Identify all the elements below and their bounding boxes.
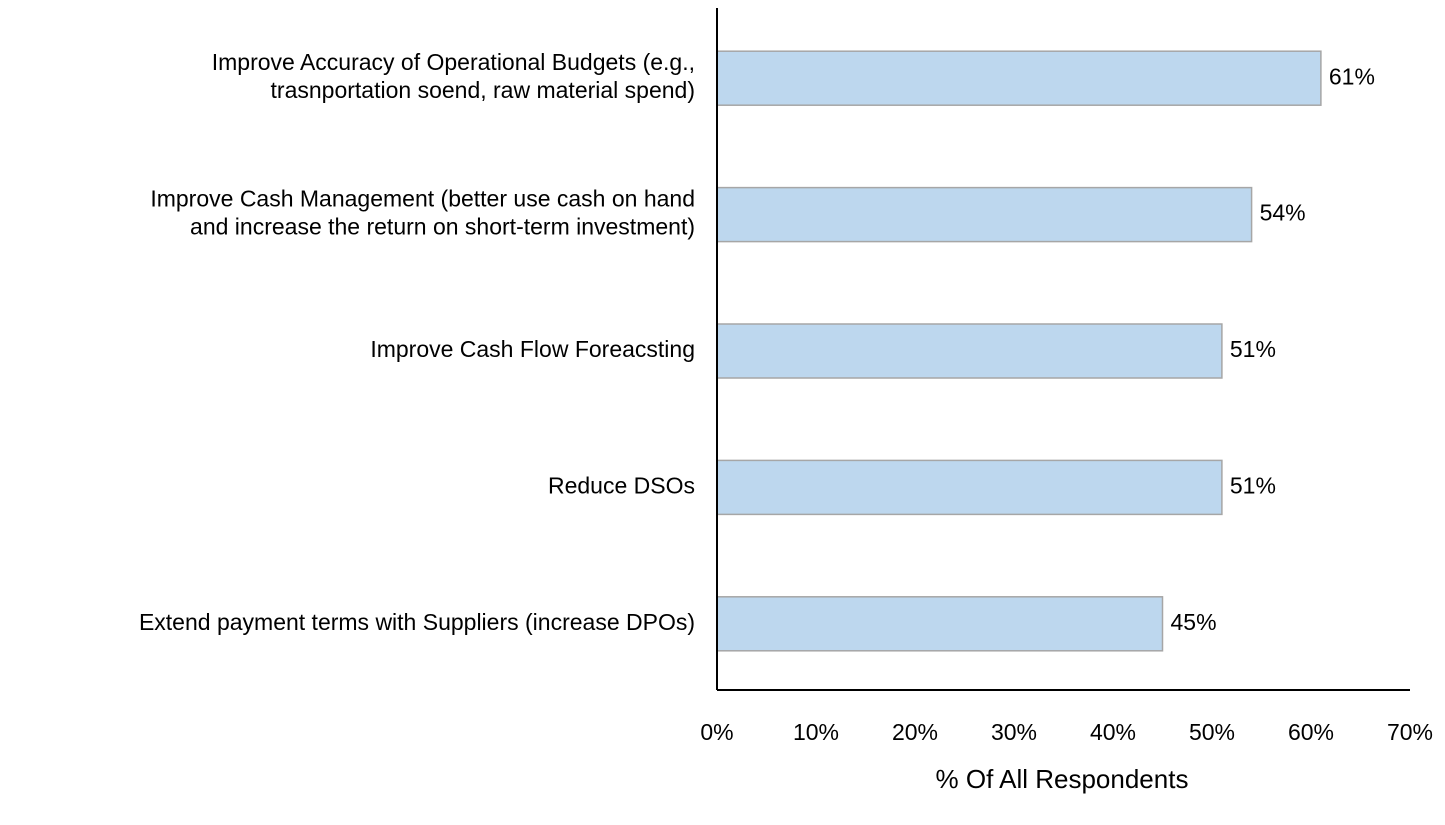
x-tick-label: 20% <box>892 719 938 745</box>
data-label: 45% <box>1171 609 1217 635</box>
y-tick-label: Extend payment terms with Suppliers (inc… <box>139 609 695 635</box>
x-tick-label: 40% <box>1090 719 1136 745</box>
bar <box>716 459 1223 516</box>
data-label: 54% <box>1260 200 1306 226</box>
y-tick-label: Improve Accuracy of Operational Budgets … <box>212 49 695 103</box>
x-tick-label: 30% <box>991 719 1037 745</box>
bar <box>716 50 1322 106</box>
bar <box>716 186 1253 243</box>
data-label: 61% <box>1329 63 1375 89</box>
bar <box>716 323 1223 379</box>
x-tick-label: 60% <box>1288 719 1334 745</box>
y-tick-label: Improve Cash Management (better use cash… <box>150 186 695 240</box>
bar <box>716 596 1164 652</box>
x-tick-label: 10% <box>793 719 839 745</box>
x-tick-label: 0% <box>700 719 733 745</box>
x-axis-title: % Of All Respondents <box>936 764 1189 794</box>
x-tick-label: 50% <box>1189 719 1235 745</box>
data-label: 51% <box>1230 336 1276 362</box>
y-tick-label: Improve Cash Flow Foreacsting <box>370 336 695 362</box>
y-tick-label: Reduce DSOs <box>548 472 695 498</box>
x-tick-label: 70% <box>1387 719 1433 745</box>
data-label: 51% <box>1230 472 1276 498</box>
